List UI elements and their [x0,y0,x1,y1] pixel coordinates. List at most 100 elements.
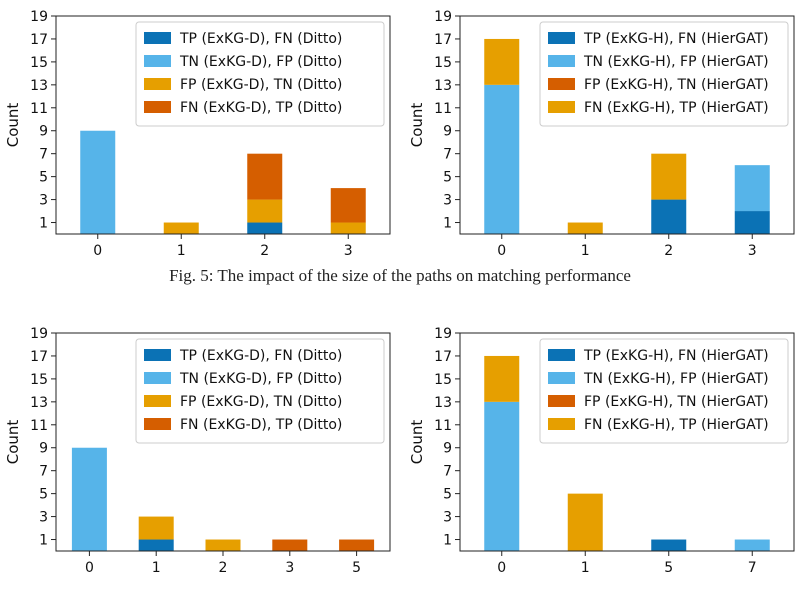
y-tick-label: 13 [30,395,48,411]
bar-series2-3 [734,165,770,212]
legend-swatch [144,372,171,384]
y-tick-label: 17 [30,32,48,48]
y-tick-label: 17 [30,349,48,365]
y-tick-label: 7 [443,464,452,480]
y-tick-label: 3 [39,193,48,209]
y-tick-label: 9 [39,124,48,140]
legend-box [135,21,385,127]
y-tick-label: 9 [39,441,48,457]
y-tick-label: 11 [30,418,48,434]
legend-entry: FP (ExKG-D), TN (Ditto) [180,394,342,410]
legend-swatch [548,418,575,430]
bar-series2-7 [734,539,770,551]
legend-swatch [548,372,575,384]
y-tick-label: 3 [443,193,452,209]
plot-frame [459,15,795,235]
y-tick-label: 3 [39,510,48,526]
legend-entry: TP (ExKG-D), FN (Ditto) [179,31,342,47]
y-tick-label: 7 [39,464,48,480]
legend-swatch [144,418,171,430]
legend-entry: FP (ExKG-D), TN (Ditto) [180,77,342,93]
y-tick-label: 5 [39,170,48,186]
bar-series3-2 [247,199,283,223]
bar-series1-2 [247,222,283,234]
y-tick-label: 13 [30,78,48,94]
bar-series4-3 [272,539,308,551]
bar-series4-2 [651,153,687,200]
x-tick-label: 5 [352,560,361,576]
x-tick-label: 0 [497,560,506,576]
legend-entry: TN (ExKG-H), FP (HierGAT) [583,54,769,70]
legend-swatch [548,395,575,407]
y-tick-label: 17 [434,32,452,48]
legend-swatch [548,101,575,113]
legend-entry: FP (ExKG-H), TN (HierGAT) [584,77,769,93]
y-tick-label: 11 [434,101,452,117]
y-axis-label: Count [4,103,22,148]
legend-swatch [144,395,171,407]
bar-series4-0 [484,38,520,85]
x-tick-label: 2 [260,243,269,259]
y-tick-label: 9 [443,124,452,140]
bar-series2-0 [71,447,107,551]
bar-series2-0 [80,130,116,234]
bar-series4-5 [339,539,375,551]
x-tick-label: 3 [748,243,757,259]
y-tick-label: 19 [30,9,48,25]
bar-series4-0 [484,355,520,402]
x-tick-label: 1 [177,243,186,259]
x-tick-label: 1 [581,243,590,259]
legend-swatch [144,32,171,44]
legend: TP (ExKG-D), FN (Ditto) TN (ExKG-D), FP (… [135,21,385,127]
bar-series3-3 [330,222,366,234]
y-tick-label: 13 [434,78,452,94]
bar-series1-2 [651,199,687,234]
x-tick-label: 0 [93,243,102,259]
bar-series3-1 [163,222,199,234]
y-axis-label: Count [4,420,22,465]
bar-series4-3 [330,188,366,223]
y-tick-label: 3 [443,510,452,526]
x-tick-label: 3 [344,243,353,259]
x-tick-label: 1 [152,560,161,576]
y-tick-label: 5 [39,487,48,503]
y-tick-label: 7 [443,147,452,163]
bar-series3-1 [138,516,174,540]
bar-series3-2 [205,539,241,551]
legend-swatch [548,78,575,90]
figure-caption: Fig. 5: The impact of the size of the pa… [169,266,631,285]
legend-box [539,338,789,444]
bar-series4-1 [567,493,603,551]
y-tick-label: 5 [443,487,452,503]
y-tick-label: 1 [39,216,48,232]
legend-box [135,338,385,444]
legend-entry: TN (ExKG-D), FP (Ditto) [179,54,342,70]
bar-series1-5 [651,539,687,551]
x-tick-label: 5 [664,560,673,576]
y-tick-label: 19 [434,9,452,25]
legend-entry: FP (ExKG-H), TN (HierGAT) [584,394,769,410]
y-tick-label: 19 [30,326,48,342]
legend-swatch [144,101,171,113]
bar-series2-0 [484,84,520,234]
legend-entry: TP (ExKG-D), FN (Ditto) [179,348,342,364]
y-tick-label: 19 [434,326,452,342]
x-tick-label: 2 [219,560,228,576]
x-tick-label: 0 [85,560,94,576]
legend-swatch [548,349,575,361]
legend: TP (ExKG-H), FN (HierGAT) TN (ExKG-H), FP… [539,21,789,127]
y-tick-label: 9 [443,441,452,457]
legend-entry: FN (ExKG-D), TP (Ditto) [180,100,342,116]
legend-swatch [548,55,575,67]
legend: TP (ExKG-D), FN (Ditto) TN (ExKG-D), FP (… [135,338,385,444]
plot-frame [55,15,391,235]
x-tick-label: 2 [664,243,673,259]
y-tick-label: 1 [443,533,452,549]
y-axis-label: Count [408,103,426,148]
legend-entry: FN (ExKG-D), TP (Ditto) [180,417,342,433]
y-tick-label: 7 [39,147,48,163]
